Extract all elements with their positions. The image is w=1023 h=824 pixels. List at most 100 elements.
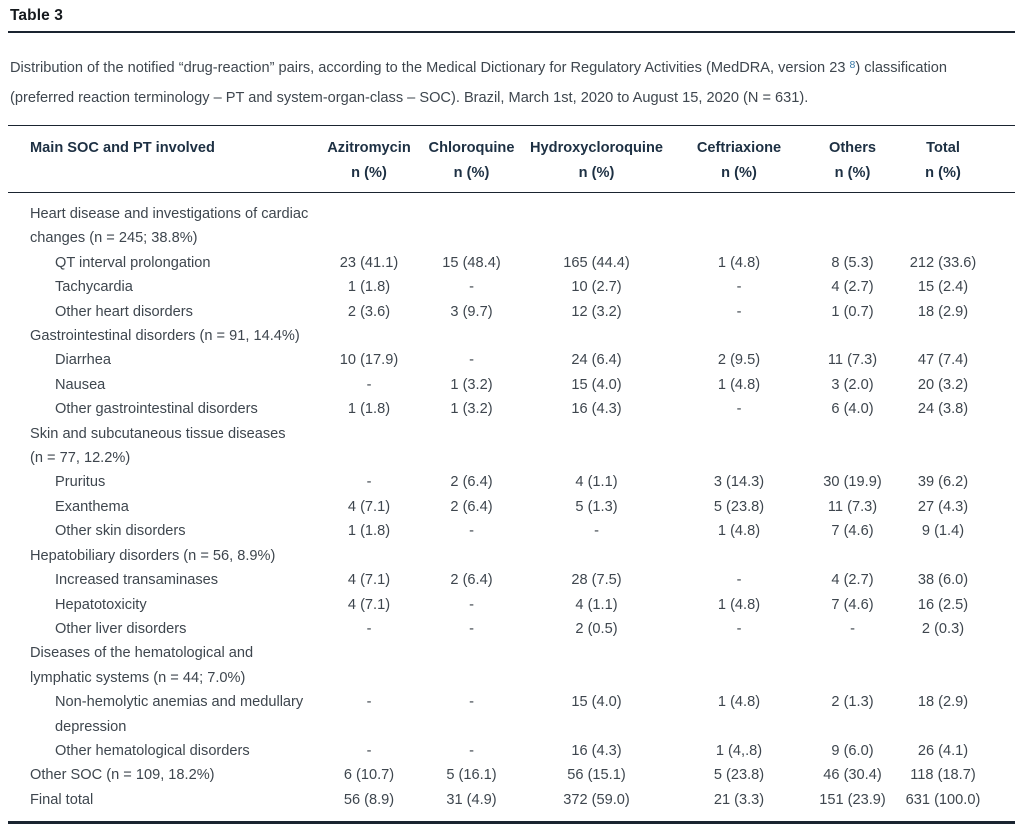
row-label-line: Other skin disorders	[55, 523, 186, 540]
row-label-line: Other heart disorders	[55, 303, 193, 320]
row-label-line: changes (n = 245; 38.8%)	[30, 230, 198, 247]
cell-value	[420, 544, 523, 568]
cell-value: -	[469, 279, 474, 296]
row-label: Other gastrointestinal disorders	[8, 397, 318, 421]
column-sublabel: n (%)	[925, 165, 961, 181]
row-label-line: Tachycardia	[55, 279, 133, 296]
row-label-line: Pruritus	[55, 474, 106, 491]
cell-value: 56 (15.1)	[567, 767, 626, 784]
row-label-line: Increased transaminases	[55, 572, 219, 589]
title-divider	[8, 31, 1015, 33]
cell-value: 1 (4.8)	[717, 376, 761, 393]
row-label: Diseases of the hematological and lymphat…	[8, 641, 318, 690]
caption-line-1: Distribution of the notified “drug-react…	[10, 50, 1015, 83]
cell-value	[808, 324, 897, 348]
table-header-row: Main SOC and PT involved Azitromycin n (%…	[8, 126, 1015, 193]
row-label-line: lymphatic systems (n = 44; 7.0%)	[30, 669, 246, 686]
row-label-line: QT interval prolongation	[55, 254, 211, 271]
table-row: Diarrhea 10 (17.9) - 24 (6.4) 2 (9.5) 11 (7.3…	[8, 348, 1015, 372]
row-label-line: depression	[55, 718, 127, 735]
column-header-ceftriaxione: Ceftriaxione n (%)	[670, 126, 808, 193]
cell-value	[420, 641, 523, 690]
cell-value: 212 (33.6)	[909, 254, 977, 271]
row-label: Other heart disorders	[8, 300, 318, 324]
table-row: Hepatotoxicity 4 (7.1) - 4 (1.1) 1 (4.8) 7 (4…	[8, 593, 1015, 617]
table-row: Heart disease and investigations of card…	[8, 193, 1015, 251]
cell-value: 30 (19.9)	[823, 474, 882, 491]
row-label-line: Hepatobiliary disorders (n = 56, 8.9%)	[30, 547, 276, 564]
cell-value	[670, 193, 808, 251]
row-label: Diarrhea	[8, 348, 318, 372]
cell-value: 2 (0.3)	[921, 620, 965, 637]
caption-line-2: (preferred reaction terminology – PT and…	[10, 90, 809, 106]
table-row: Skin and subcutaneous tissue diseases (n …	[8, 422, 1015, 471]
cell-value	[670, 422, 808, 471]
cell-value: 23 (41.1)	[339, 254, 399, 271]
cell-value	[523, 641, 670, 690]
cell-value: 31 (4.9)	[446, 791, 497, 808]
cell-value: 3 (14.3)	[713, 474, 765, 491]
row-label: Tachycardia	[8, 275, 318, 299]
table-row: Other liver disorders - - 2 (0.5) - - 2 (0.3)	[8, 617, 1015, 641]
row-label: Non-hemolytic anemias and medullary depre…	[8, 690, 318, 739]
cell-value: 2 (0.5)	[575, 620, 618, 637]
row-label-line: Other liver disorders	[55, 620, 187, 637]
cell-value: 4 (2.7)	[831, 572, 874, 589]
row-label-line: Diseases of the hematological and	[30, 645, 254, 662]
caption-text-pre: Distribution of the notified “drug-react…	[10, 60, 850, 76]
citation-reference-link[interactable]: 8	[849, 59, 856, 71]
cell-value: 1 (4.8)	[717, 254, 761, 271]
cell-value: 5 (16.1)	[446, 767, 497, 784]
column-label: Chloroquine	[428, 140, 515, 156]
cell-value: 28 (7.5)	[571, 572, 622, 589]
row-label: Heart disease and investigations of card…	[8, 193, 318, 251]
column-label: Total	[926, 140, 960, 156]
cell-value	[523, 193, 670, 251]
cell-value: 1 (4,.8)	[715, 742, 763, 759]
cell-value	[670, 641, 808, 690]
table-row: Tachycardia 1 (1.8) - 10 (2.7) - 4 (2.7) 15 (2…	[8, 275, 1015, 299]
row-label-line: Other hematological disorders	[55, 742, 250, 759]
table-row: Non-hemolytic anemias and medullary depre…	[8, 690, 1015, 739]
cell-value: 12 (3.2)	[571, 303, 622, 320]
cell-value	[897, 641, 1015, 690]
cell-value: 11 (7.3)	[827, 352, 878, 369]
table-row: Exanthema 4 (7.1) 2 (6.4) 5 (1.3) 5 (23.8) 11…	[8, 495, 1015, 519]
table-row: QT interval prolongation 23 (41.1) 15 (48.…	[8, 251, 1015, 275]
cell-value: 7 (4.6)	[831, 523, 874, 540]
row-label: Other skin disorders	[8, 519, 318, 543]
cell-value	[808, 544, 897, 568]
cell-value: 4 (1.1)	[575, 596, 618, 613]
row-label: Exanthema	[8, 495, 318, 519]
cell-value	[897, 193, 1015, 251]
row-label: Nausea	[8, 373, 318, 397]
cell-value: -	[469, 742, 474, 759]
cell-value: -	[366, 620, 372, 637]
cell-value	[318, 422, 420, 471]
table-row: Increased transaminases 4 (7.1) 2 (6.4) 28 …	[8, 568, 1015, 592]
column-label: Hydroxycloroquine	[530, 140, 663, 156]
cell-value: 18 (2.9)	[917, 694, 969, 711]
cell-value	[670, 324, 808, 348]
table-row: Other gastrointestinal disorders 1 (1.8) 1…	[8, 397, 1015, 421]
cell-value: 15 (4.0)	[571, 376, 622, 393]
row-label-line: Non-hemolytic anemias and medullary	[55, 694, 304, 711]
row-label: Other SOC (n = 109, 18.2%)	[8, 763, 318, 787]
row-label-line: Hepatotoxicity	[55, 596, 147, 613]
cell-value: -	[469, 352, 474, 369]
row-label-line: (n = 77, 12.2%)	[30, 450, 131, 467]
cell-value: 27 (4.3)	[917, 498, 969, 515]
cell-value	[523, 324, 670, 348]
table-row: Other skin disorders 1 (1.8) - - 1 (4.8) 7 (4…	[8, 519, 1015, 543]
cell-value: 10 (17.9)	[339, 352, 399, 369]
cell-value: -	[469, 596, 474, 613]
cell-value: 3 (9.7)	[450, 303, 493, 320]
cell-value: -	[736, 401, 742, 418]
cell-value: 11 (7.3)	[827, 498, 878, 515]
row-label: Pruritus	[8, 470, 318, 494]
row-label: Gastrointestinal disorders (n = 91, 14.4…	[8, 324, 318, 348]
cell-value	[897, 544, 1015, 568]
cell-value: 46 (30.4)	[823, 767, 882, 784]
cell-value: 24 (6.4)	[571, 352, 622, 369]
cell-value: 16 (4.3)	[571, 742, 622, 759]
